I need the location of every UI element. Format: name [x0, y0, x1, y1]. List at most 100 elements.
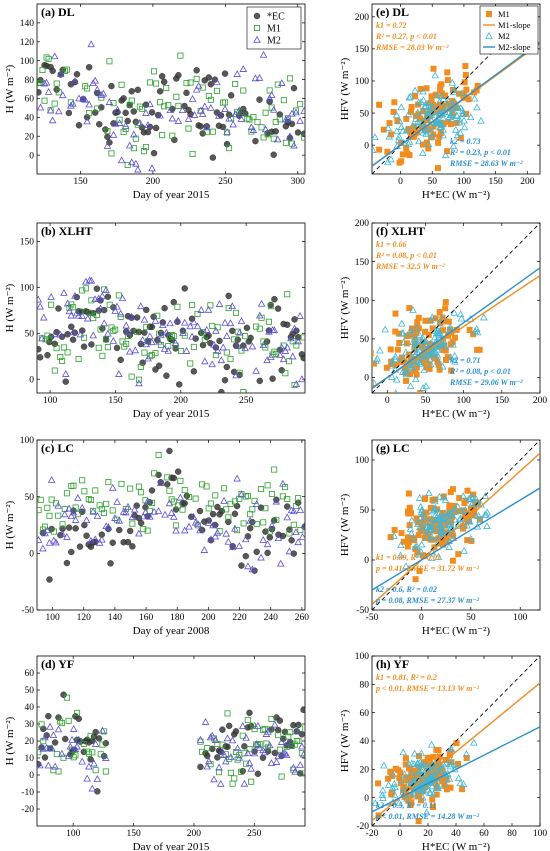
data-point-m2	[63, 299, 72, 307]
data-point-ec	[104, 293, 112, 300]
data-point-m2	[255, 73, 264, 81]
data-point-m2	[157, 331, 165, 339]
m1-slope-line	[372, 452, 540, 606]
data-point-ec	[155, 362, 163, 369]
x-tick-label: 0	[398, 829, 403, 839]
data-point-m1	[134, 328, 141, 335]
data-point-m2	[419, 149, 427, 156]
data-point-m1	[366, 365, 371, 370]
data-point-m1	[193, 75, 200, 82]
data-point-ec	[96, 121, 103, 128]
data-point-m2	[379, 794, 387, 801]
data-point-m1	[92, 487, 99, 494]
data-point-ec	[209, 745, 216, 753]
x-tick-label: 200	[201, 613, 216, 623]
data-point-ec	[214, 503, 221, 511]
data-point-m1	[170, 333, 177, 340]
data-point-m2	[91, 535, 100, 543]
m1-slope-line	[372, 682, 540, 822]
data-point-m1	[461, 500, 468, 507]
data-point-m1	[118, 480, 125, 487]
data-point-m1	[40, 738, 47, 745]
m1-stats-text: k1 = 0.89, R² = 0.01	[376, 553, 441, 562]
data-point-m2	[158, 321, 167, 328]
data-point-m2	[463, 521, 471, 529]
data-point-ec	[227, 92, 235, 99]
data-point-m1	[225, 305, 232, 312]
data-point-m1	[236, 369, 243, 376]
data-point-m2	[384, 124, 392, 131]
data-point-ec	[216, 337, 223, 345]
data-point-m2	[467, 534, 475, 542]
data-point-ec	[188, 315, 196, 322]
data-point-m1	[408, 103, 415, 110]
data-point-m2	[392, 111, 401, 119]
data-point-m2	[398, 329, 406, 337]
data-point-m1	[81, 334, 88, 341]
x-tick-label: 150	[73, 177, 88, 187]
data-point-m2	[265, 741, 274, 749]
data-point-ec	[143, 306, 150, 314]
data-point-m2	[431, 511, 440, 519]
data-point-ec	[223, 140, 231, 148]
data-point-m2	[440, 103, 449, 111]
data-point-m2	[202, 325, 211, 333]
data-point-m1	[242, 333, 249, 340]
data-point-m2	[205, 757, 213, 765]
data-point-m1	[297, 101, 304, 108]
data-point-m1	[112, 326, 119, 333]
data-point-m2	[208, 360, 216, 368]
chart-panel-f: 0 50 100 150 200 0 50 100 150 200 (f) XLHT H*EC (W …	[339, 219, 547, 420]
data-point-m2	[459, 492, 467, 499]
data-point-ec	[174, 468, 182, 475]
data-point-m1	[38, 721, 45, 728]
data-point-m2	[150, 507, 158, 515]
data-point-m1	[199, 84, 206, 91]
data-point-m1	[106, 58, 113, 65]
data-point-m1	[165, 343, 172, 350]
data-point-m2	[424, 140, 433, 147]
data-point-m2	[388, 784, 397, 792]
data-point-m2	[211, 532, 220, 540]
chart-panel-c: 100 120 140 160 180 200 220 240 260 -50 0 50 100 (c) …	[4, 436, 309, 637]
data-point-m2	[421, 113, 430, 121]
data-point-m2	[178, 106, 187, 114]
data-point-m2	[426, 518, 435, 526]
data-point-m2	[473, 328, 482, 336]
legend-label: M1	[267, 24, 281, 35]
data-point-ec	[164, 481, 171, 488]
data-point-m1	[462, 512, 469, 519]
data-point-m1	[366, 389, 371, 394]
y-tick-label: 100	[20, 57, 35, 67]
data-point-m2	[416, 758, 425, 766]
data-point-m2	[441, 151, 450, 159]
y-tick-label: 20	[25, 737, 35, 747]
data-point-m1	[122, 125, 129, 132]
data-point-m2	[211, 736, 220, 743]
y-tick-label: 0	[364, 141, 369, 151]
data-point-m1	[59, 357, 66, 364]
data-point-m1	[395, 767, 402, 774]
x-tick-label: 150	[108, 396, 123, 406]
data-point-m1	[205, 92, 212, 99]
data-point-m1	[118, 81, 125, 88]
data-point-m2	[91, 76, 100, 84]
data-point-m2	[458, 110, 467, 117]
data-point-m2	[215, 300, 224, 307]
data-point-m2	[235, 106, 244, 114]
data-point-m2	[281, 347, 290, 354]
data-point-m2	[372, 146, 377, 153]
data-point-m2	[408, 121, 417, 129]
data-point-m2	[417, 547, 425, 555]
data-point-m1	[415, 818, 422, 825]
y-tick-label: 100	[355, 456, 370, 466]
data-point-m2	[203, 762, 211, 770]
data-point-m1	[286, 358, 293, 365]
data-point-m2	[418, 763, 426, 771]
data-point-m2	[427, 316, 435, 323]
data-point-m1	[258, 486, 265, 493]
data-point-m2	[252, 740, 261, 747]
data-point-m2	[437, 92, 446, 99]
data-point-m1	[177, 477, 184, 484]
data-point-m2	[239, 65, 248, 72]
